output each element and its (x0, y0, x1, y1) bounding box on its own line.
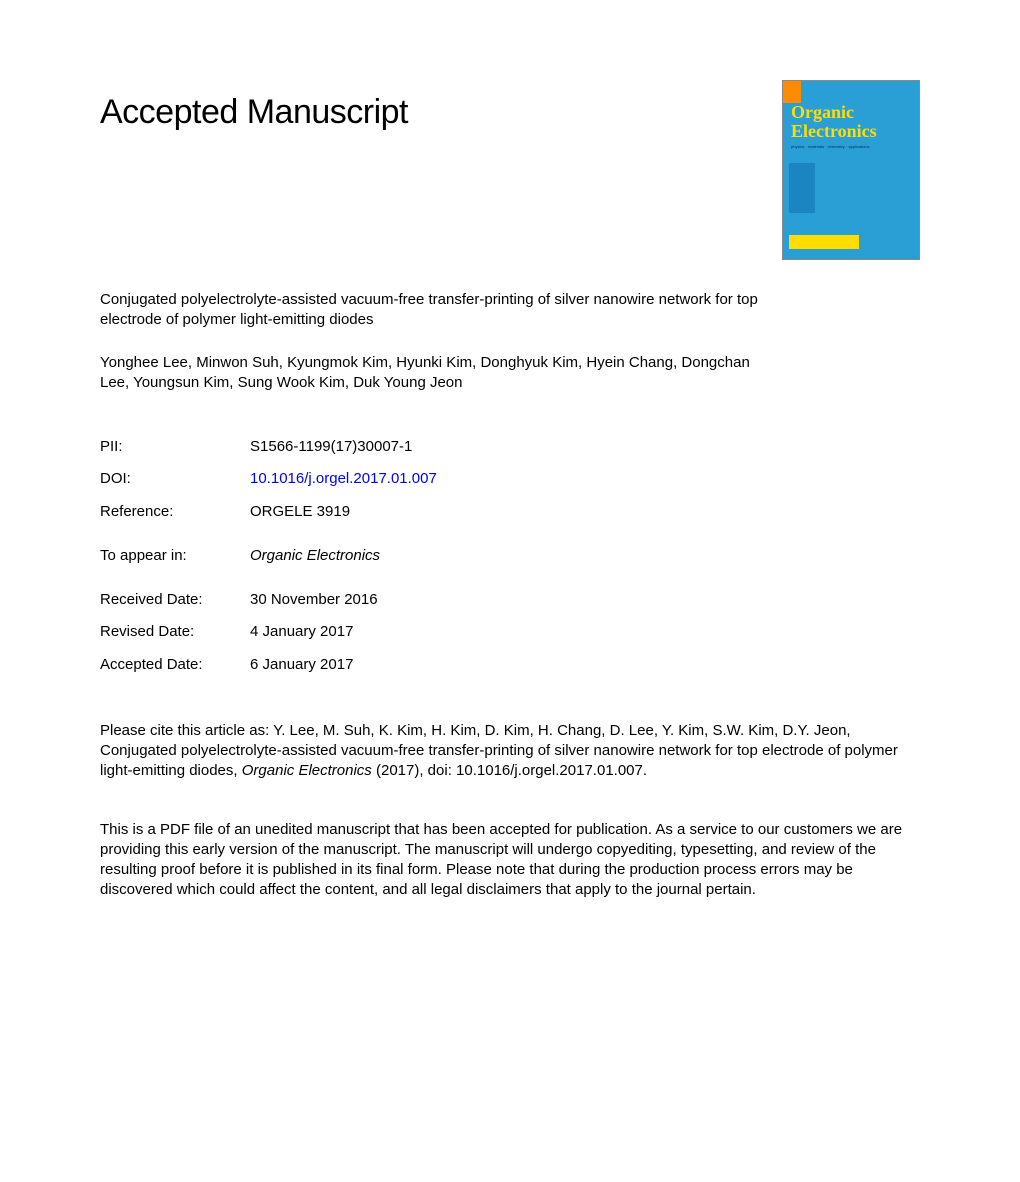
doi-link[interactable]: 10.1016/j.orgel.2017.01.007 (250, 470, 437, 487)
meta-value: S1566-1199(17)30007-1 (250, 431, 437, 463)
cover-title: Organic Electronics (791, 103, 915, 141)
meta-label: Reference: (100, 496, 250, 528)
meta-label: Received Date: (100, 572, 250, 616)
meta-row-received: Received Date: 30 November 2016 (100, 572, 437, 616)
meta-label: To appear in: (100, 528, 250, 572)
citation-journal: Organic Electronics (242, 762, 372, 779)
meta-value: 4 January 2017 (250, 616, 437, 648)
cover-bottom-bar (789, 235, 859, 249)
disclaimer-text: This is a PDF file of an unedited manusc… (100, 820, 920, 901)
meta-value: Organic Electronics (250, 528, 437, 572)
meta-label: PII: (100, 431, 250, 463)
article-title: Conjugated polyelectrolyte-assisted vacu… (100, 290, 760, 331)
meta-value: 6 January 2017 (250, 649, 437, 681)
cover-accent-bar (783, 81, 801, 103)
meta-label: DOI: (100, 463, 250, 495)
meta-row-revised: Revised Date: 4 January 2017 (100, 616, 437, 648)
header-row: Accepted Manuscript Organic Electronics … (100, 90, 920, 260)
cover-side-box (789, 163, 815, 213)
journal-cover: Organic Electronics physics · materials … (782, 80, 920, 260)
citation-text: Please cite this article as: Y. Lee, M. … (100, 721, 920, 782)
meta-row-to-appear: To appear in: Organic Electronics (100, 528, 437, 572)
authors: Yonghee Lee, Minwon Suh, Kyungmok Kim, H… (100, 353, 760, 394)
meta-row-accepted: Accepted Date: 6 January 2017 (100, 649, 437, 681)
meta-value: 30 November 2016 (250, 572, 437, 616)
cover-subtitle: physics · materials · chemistry · applic… (791, 145, 915, 150)
meta-value: ORGELE 3919 (250, 496, 437, 528)
meta-row-pii: PII: S1566-1199(17)30007-1 (100, 431, 437, 463)
page-title: Accepted Manuscript (100, 90, 408, 136)
metadata-table: PII: S1566-1199(17)30007-1 DOI: 10.1016/… (100, 431, 437, 681)
citation-suffix: (2017), doi: 10.1016/j.orgel.2017.01.007… (372, 762, 647, 779)
meta-label: Accepted Date: (100, 649, 250, 681)
meta-row-reference: Reference: ORGELE 3919 (100, 496, 437, 528)
meta-label: Revised Date: (100, 616, 250, 648)
meta-row-doi: DOI: 10.1016/j.orgel.2017.01.007 (100, 463, 437, 495)
